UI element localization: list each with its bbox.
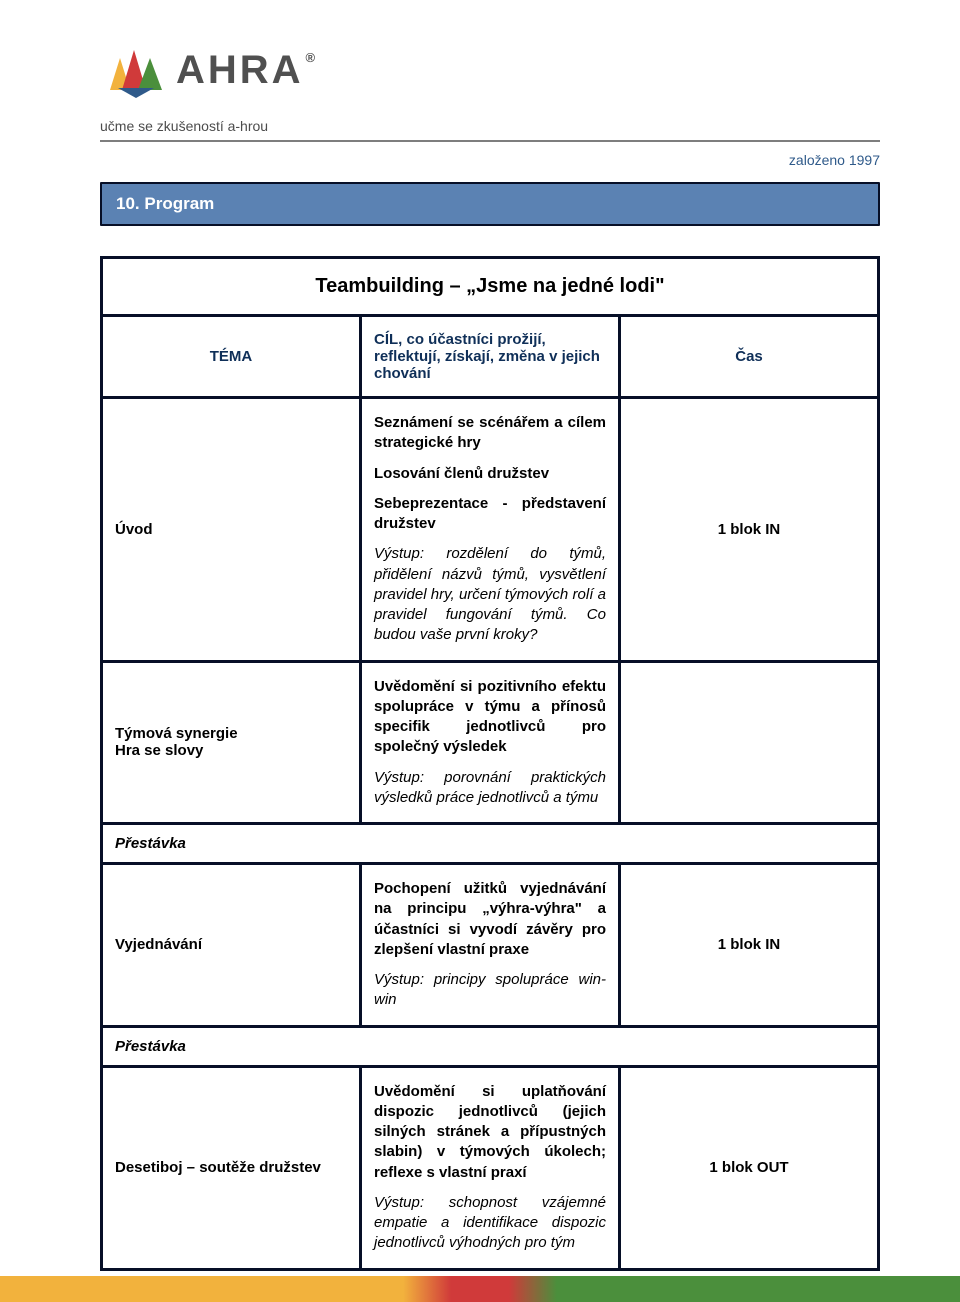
cell-tema: Týmová synergie Hra se slovy xyxy=(102,661,361,824)
cell-cas: 1 blok IN xyxy=(620,398,879,662)
table-header-row: TÉMA CÍL, co účastníci prožijí, reflektu… xyxy=(102,316,879,398)
content-output: Výstup: porovnání praktických výsledků p… xyxy=(374,768,606,809)
table-title: Teambuilding – „Jsme na jedné lodi" xyxy=(102,258,879,316)
program-table: Teambuilding – „Jsme na jedné lodi" TÉMA… xyxy=(100,256,880,1271)
cell-content: Uvědomění si uplatňování dispozic jednot… xyxy=(361,1066,620,1269)
content-line: Sebeprezentace - představení družstev xyxy=(374,494,606,535)
table-title-row: Teambuilding – „Jsme na jedné lodi" xyxy=(102,258,879,316)
cell-cas: 1 blok OUT xyxy=(620,1066,879,1269)
content-line: Seznámení se scénářem a cílem strategick… xyxy=(374,413,606,454)
table-row: Vyjednávání Pochopení užitků vyjednávání… xyxy=(102,864,879,1027)
break-label: Přestávka xyxy=(102,824,879,864)
content-output: Výstup: schopnost vzájemné empatie a ide… xyxy=(374,1193,606,1254)
break-row: Přestávka xyxy=(102,824,879,864)
page: AHRA ® učme se zkušeností a-hrou založen… xyxy=(0,0,960,1271)
content-output: Výstup: rozdělení do týmů, přidělení náz… xyxy=(374,544,606,645)
cell-content: Pochopení užitků vyjednávání na principu… xyxy=(361,864,620,1027)
col-header-tema: TÉMA xyxy=(102,316,361,398)
logo: AHRA ® xyxy=(100,40,880,100)
break-row: Přestávka xyxy=(102,1026,879,1066)
registered-mark: ® xyxy=(306,50,319,65)
cell-content: Seznámení se scénářem a cílem strategick… xyxy=(361,398,620,662)
brand-name: AHRA xyxy=(176,48,304,93)
table-row: Desetiboj – soutěže družstev Uvědomění s… xyxy=(102,1066,879,1269)
cell-cas: 1 blok IN xyxy=(620,864,879,1027)
table-row: Týmová synergie Hra se slovy Uvědomění s… xyxy=(102,661,879,824)
logo-mark-icon xyxy=(100,40,170,100)
col-header-cas: Čas xyxy=(620,316,879,398)
section-title: Program xyxy=(144,194,214,213)
tagline: učme se zkušeností a-hrou xyxy=(100,118,880,134)
content-line: Uvědomění si pozitivního efektu spoluprá… xyxy=(374,677,606,758)
header-rule xyxy=(100,140,880,142)
cell-content: Uvědomění si pozitivního efektu spoluprá… xyxy=(361,661,620,824)
content-line: Losování členů družstev xyxy=(374,464,606,484)
content-line: Uvědomění si uplatňování dispozic jednot… xyxy=(374,1082,606,1183)
break-label: Přestávka xyxy=(102,1026,879,1066)
content-output: Výstup: principy spolupráce win-win xyxy=(374,970,606,1011)
section-heading: 10. Program xyxy=(100,182,880,226)
table-row: Úvod Seznámení se scénářem a cílem strat… xyxy=(102,398,879,662)
founded-text: založeno 1997 xyxy=(100,152,880,168)
cell-tema: Vyjednávání xyxy=(102,864,361,1027)
col-header-cil: CÍL, co účastníci prožijí, reflektují, z… xyxy=(361,316,620,398)
content-line: Pochopení užitků vyjednávání na principu… xyxy=(374,879,606,960)
cell-tema: Úvod xyxy=(102,398,361,662)
logo-wordmark: AHRA ® xyxy=(176,48,318,93)
footer-color-bar xyxy=(0,1276,960,1302)
cell-cas xyxy=(620,661,879,824)
section-number: 10. xyxy=(116,194,140,213)
cell-tema: Desetiboj – soutěže družstev xyxy=(102,1066,361,1269)
